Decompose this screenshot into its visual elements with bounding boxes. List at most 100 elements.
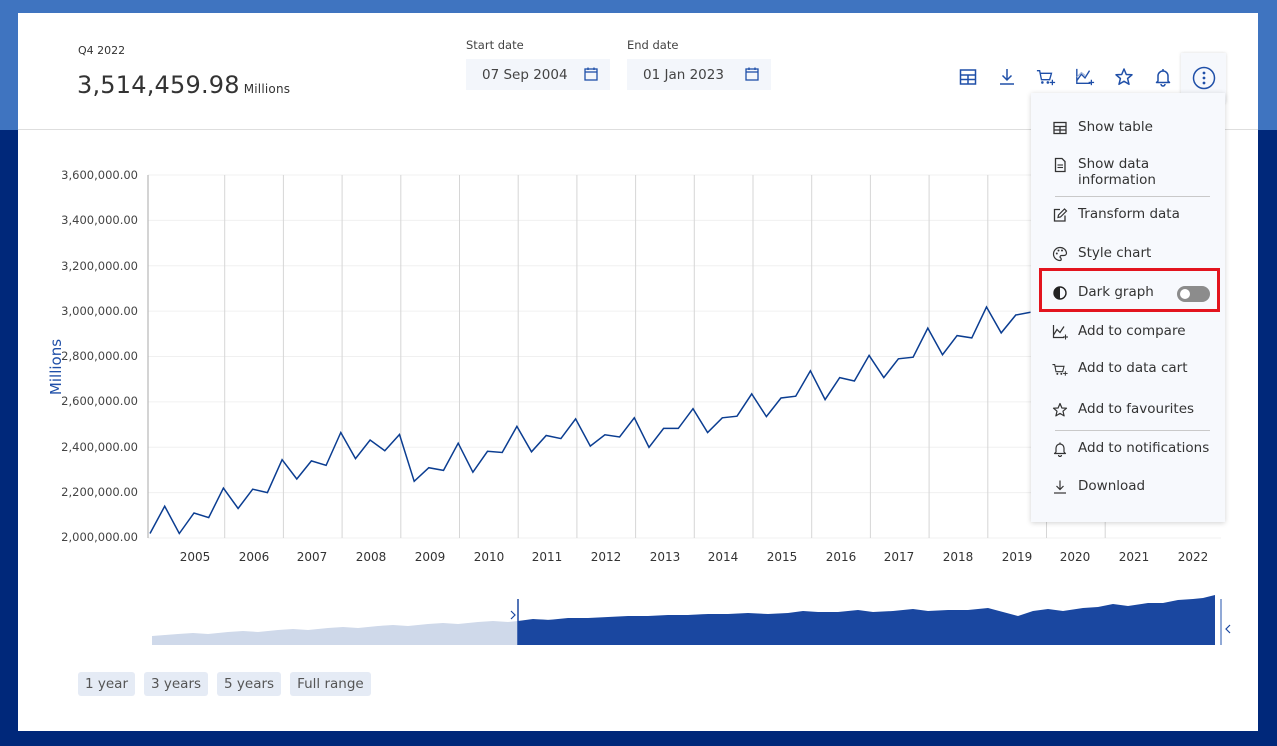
- x-tick: 2019: [1001, 550, 1033, 564]
- y-tick: 3,400,000.00: [61, 213, 138, 227]
- cart-add-icon: [1036, 69, 1055, 86]
- x-tick: 2012: [590, 550, 622, 564]
- menu-item-add-to-data-cart[interactable]: Add to data cart: [1031, 360, 1225, 377]
- download-icon: [999, 69, 1014, 85]
- menu-item-label: Add to data cart: [1078, 360, 1188, 376]
- period-label: Q4 2022: [78, 44, 126, 57]
- menu-item-label: Add to compare: [1078, 323, 1186, 339]
- x-tick: 2009: [414, 550, 446, 564]
- y-tick: 2,400,000.00: [61, 440, 138, 454]
- range-full-button[interactable]: Full range: [290, 672, 371, 696]
- x-tick: 2008: [355, 550, 387, 564]
- options-menu: Show table Show data information Transfor…: [1031, 93, 1225, 522]
- x-tick: 2013: [649, 550, 681, 564]
- menu-item-add-to-compare[interactable]: Add to compare: [1031, 323, 1225, 340]
- more-vertical-icon: [1192, 66, 1215, 90]
- calendar-icon[interactable]: [584, 67, 598, 81]
- add-to-compare-button[interactable]: [1065, 62, 1104, 92]
- menu-item-label: Dark graph: [1078, 284, 1154, 300]
- end-date-group: End date 01 Jan 2023: [627, 38, 771, 90]
- start-date-input[interactable]: 07 Sep 2004: [466, 59, 610, 90]
- show-table-button[interactable]: [948, 62, 987, 92]
- end-date-value: 01 Jan 2023: [643, 66, 724, 83]
- navigator-selected-area: [518, 595, 1215, 645]
- x-tick: 2015: [766, 550, 798, 564]
- x-tick: 2018: [942, 550, 974, 564]
- menu-item-dark-graph[interactable]: Dark graph: [1031, 284, 1225, 302]
- download-icon: [1054, 480, 1066, 494]
- star-icon: [1114, 68, 1133, 86]
- menu-item-label: Transform data: [1078, 206, 1180, 222]
- start-date-label: Start date: [466, 38, 524, 52]
- chart-toolbar: [948, 62, 1182, 92]
- calendar-icon[interactable]: [745, 67, 759, 81]
- menu-item-add-to-favourites[interactable]: Add to favourites: [1031, 401, 1225, 418]
- x-tick: 2021: [1118, 550, 1150, 564]
- x-tick: 2016: [825, 550, 857, 564]
- x-tick: 2022: [1177, 550, 1209, 564]
- dark-graph-highlight-box: [1039, 268, 1220, 312]
- x-tick: 2017: [883, 550, 915, 564]
- x-tick: 2007: [296, 550, 328, 564]
- end-date-input[interactable]: 01 Jan 2023: [627, 59, 771, 90]
- menu-item-label: Show data information: [1078, 156, 1156, 188]
- x-tick: 2005: [179, 550, 211, 564]
- bell-icon: [1053, 442, 1067, 457]
- y-tick: 2,800,000.00: [61, 349, 138, 363]
- compare-chart-icon: [1075, 68, 1094, 86]
- add-to-cart-button[interactable]: [1026, 62, 1065, 92]
- table-icon: [1053, 121, 1067, 135]
- range-3-years-button[interactable]: 3 years: [144, 672, 209, 696]
- y-tick: 2,000,000.00: [61, 530, 138, 544]
- menu-divider: [1055, 196, 1210, 197]
- y-tick: 2,200,000.00: [61, 485, 138, 499]
- chart-header: Q4 2022 3,514,459.98 Millions Start date …: [18, 13, 1258, 130]
- menu-item-download[interactable]: Download: [1031, 478, 1225, 495]
- latest-value-unit: Millions: [243, 82, 291, 96]
- range-5-years-button[interactable]: 5 years: [217, 672, 282, 696]
- contrast-icon: [1053, 286, 1067, 300]
- range-navigator[interactable]: [148, 583, 1238, 649]
- chevron-left-icon[interactable]: [1225, 624, 1231, 634]
- star-icon: [1052, 402, 1068, 417]
- menu-item-style-chart[interactable]: Style chart: [1031, 245, 1225, 262]
- compare-chart-icon: [1052, 325, 1068, 340]
- cart-add-icon: [1052, 364, 1068, 376]
- download-button[interactable]: [987, 62, 1026, 92]
- range-1-year-button[interactable]: 1 year: [78, 672, 135, 696]
- latest-value: 3,514,459.98 Millions: [77, 71, 290, 99]
- menu-item-label: Show table: [1078, 119, 1153, 135]
- add-to-favourites-button[interactable]: [1104, 62, 1143, 92]
- x-tick: 2020: [1059, 550, 1091, 564]
- chevron-right-icon[interactable]: [510, 610, 516, 620]
- menu-divider: [1055, 430, 1210, 431]
- x-tick: 2010: [473, 550, 505, 564]
- menu-item-add-to-notifications[interactable]: Add to notifications: [1031, 440, 1225, 457]
- menu-item-transform-data[interactable]: Transform data: [1031, 206, 1225, 223]
- menu-item-show-data-information[interactable]: Show data information: [1031, 156, 1225, 188]
- menu-item-label: Add to favourites: [1078, 401, 1195, 417]
- start-date-group: Start date 07 Sep 2004: [466, 38, 610, 90]
- range-selector: 1 year 3 years 5 years Full range: [78, 672, 371, 696]
- menu-item-label: Download: [1078, 478, 1146, 494]
- menu-item-show-table[interactable]: Show table: [1031, 119, 1225, 136]
- x-tick: 2011: [531, 550, 563, 564]
- x-tick: 2014: [707, 550, 739, 564]
- menu-item-label: Add to notifications: [1078, 440, 1210, 456]
- document-icon: [1054, 157, 1066, 173]
- y-tick: 3,000,000.00: [61, 304, 138, 318]
- start-date-value: 07 Sep 2004: [482, 66, 568, 83]
- palette-icon: [1052, 246, 1068, 262]
- x-tick: 2006: [238, 550, 270, 564]
- series-line: [149, 305, 1031, 535]
- dark-graph-toggle[interactable]: [1177, 286, 1210, 302]
- edit-icon: [1053, 208, 1068, 222]
- y-tick: 2,600,000.00: [61, 394, 138, 408]
- end-date-label: End date: [627, 38, 679, 52]
- menu-item-label: Style chart: [1078, 245, 1152, 261]
- table-icon: [959, 69, 976, 85]
- latest-value-number: 3,514,459.98: [77, 71, 240, 99]
- y-tick: 3,200,000.00: [61, 259, 138, 273]
- bell-icon: [1155, 69, 1170, 87]
- add-to-notifications-button[interactable]: [1143, 62, 1182, 92]
